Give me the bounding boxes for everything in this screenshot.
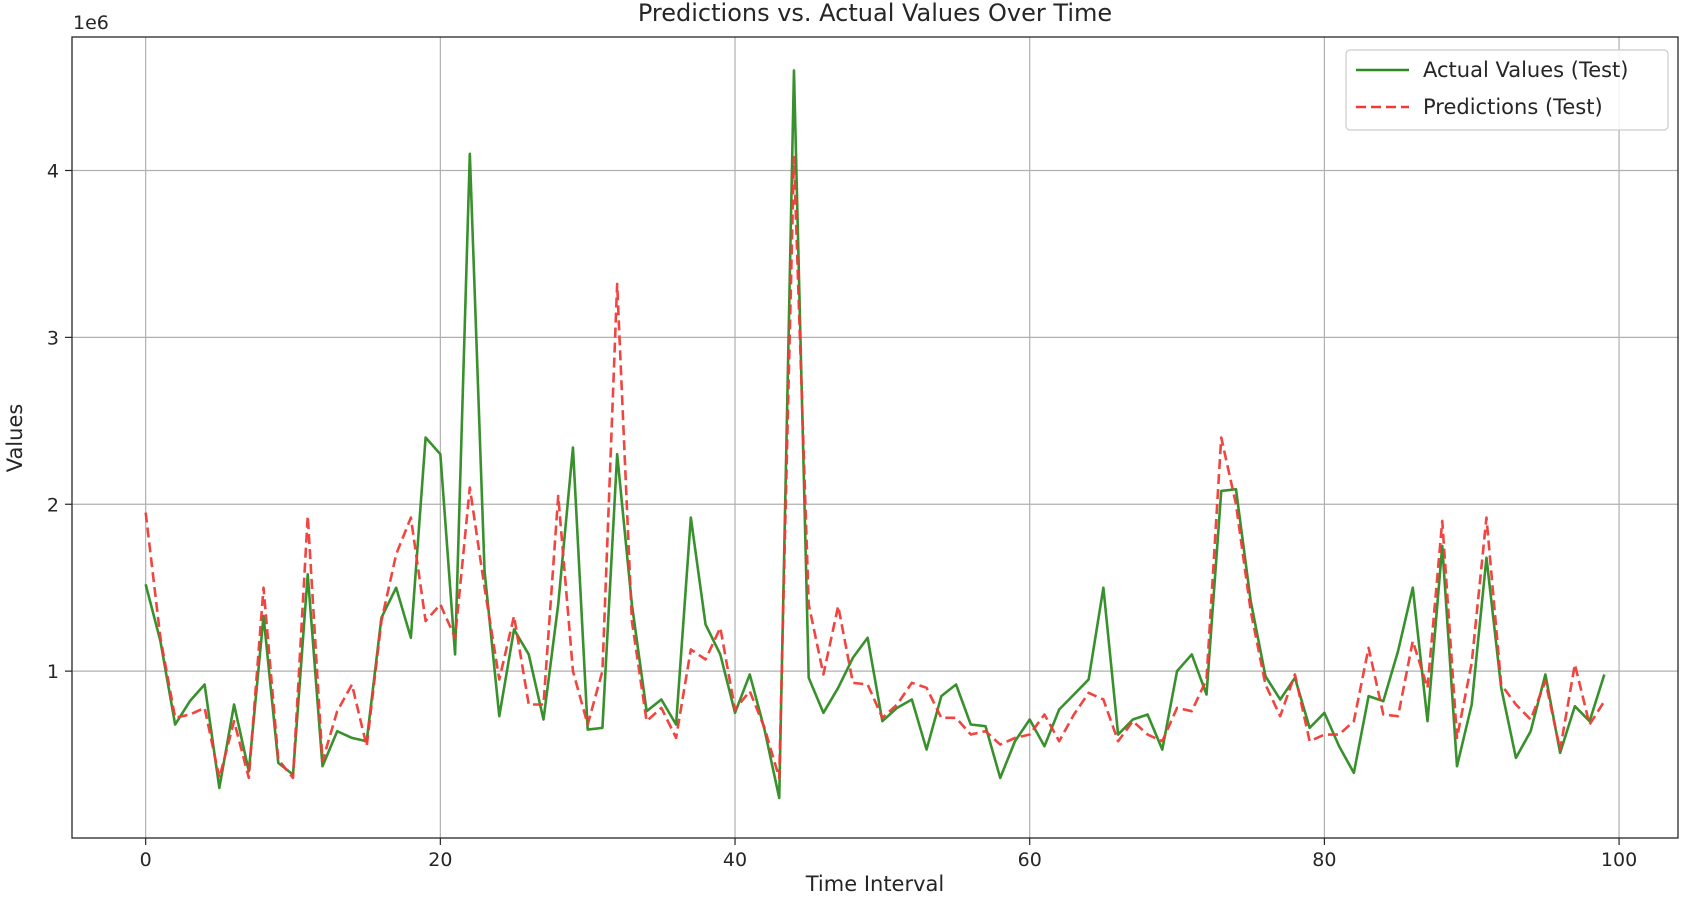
grid	[72, 37, 1678, 838]
series-line-actual	[144, 69, 1606, 800]
legend-label-actual: Actual Values (Test)	[1423, 58, 1629, 82]
legend: Actual Values (Test) Predictions (Test)	[1345, 49, 1669, 131]
x-tick-label: 20	[428, 849, 452, 871]
series-lines	[144, 69, 1606, 800]
x-axis-ticks: 0 20 40 60 80 100	[140, 838, 1637, 871]
x-tick-label: 40	[723, 849, 747, 871]
legend-frame	[1345, 49, 1669, 131]
y-tick-label: 3	[47, 327, 59, 349]
y-axis-ticks: 1 2 3 4	[47, 161, 72, 683]
plot-area-frame	[71, 36, 1679, 839]
x-tick-label: 60	[1018, 849, 1042, 871]
y-axis-label: Values	[3, 404, 27, 473]
series-line-predictions	[144, 155, 1606, 780]
x-tick-label: 0	[140, 849, 152, 871]
x-tick-label: 100	[1601, 849, 1637, 871]
legend-label-predictions: Predictions (Test)	[1423, 95, 1603, 119]
x-tick-label: 80	[1312, 849, 1336, 871]
chart-title: Predictions vs. Actual Values Over Time	[638, 0, 1112, 27]
y-axis-offset-label: 1e6	[73, 12, 109, 34]
y-tick-label: 4	[47, 161, 59, 183]
y-tick-label: 2	[47, 494, 59, 516]
x-axis-label: Time Interval	[805, 872, 945, 896]
y-tick-label: 1	[47, 661, 59, 683]
